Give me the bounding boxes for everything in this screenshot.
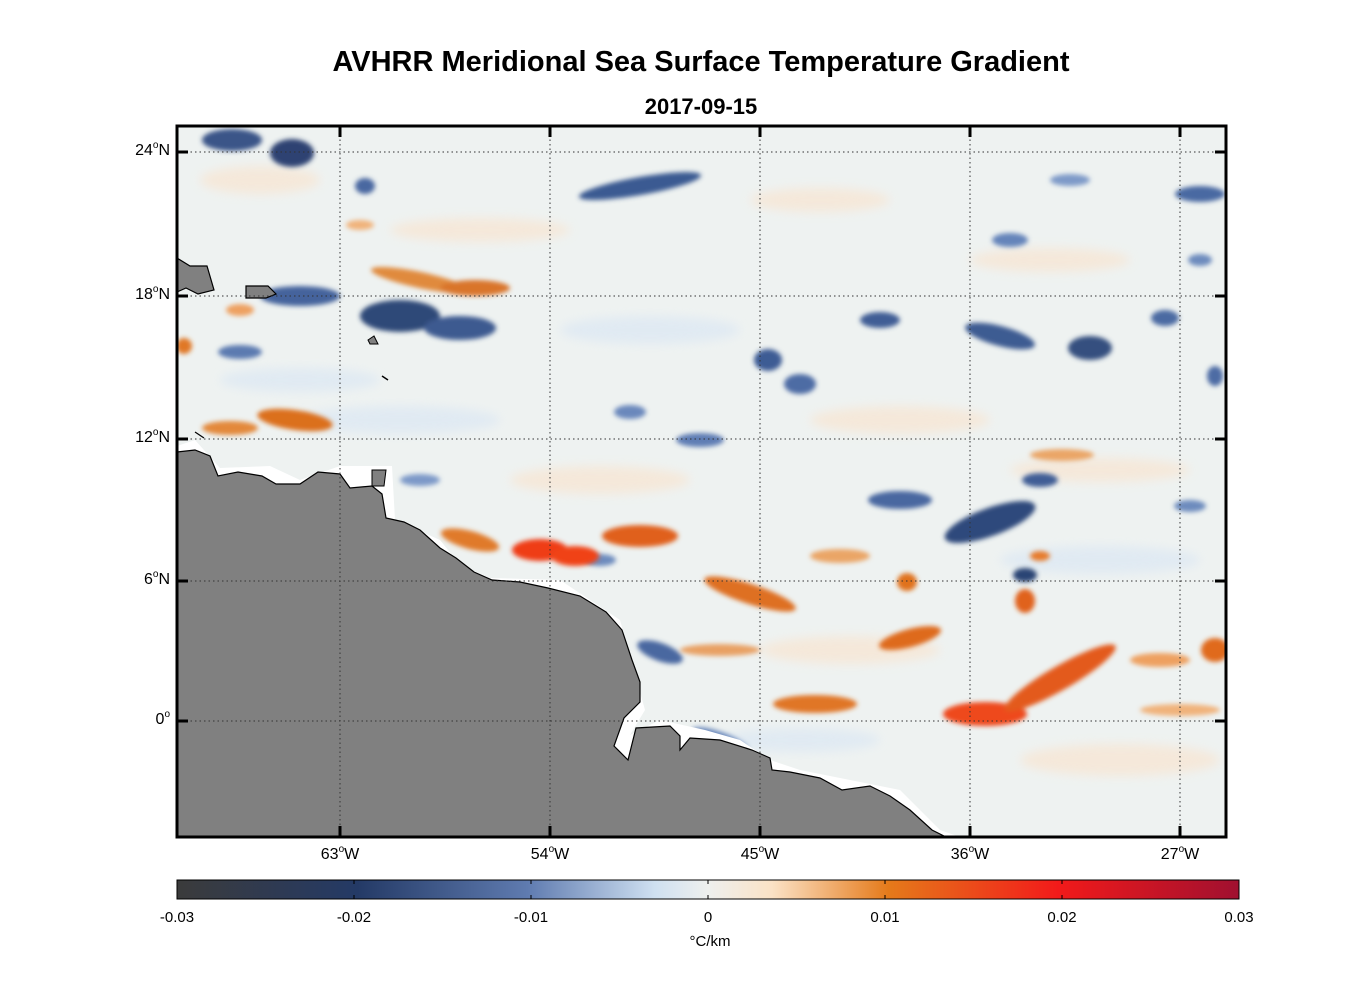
lat-label: 18oN (135, 284, 170, 303)
lat-label: 24oN (135, 140, 170, 159)
map-frame (175, 124, 1228, 839)
colorbar-tick-label: -0.03 (159, 909, 195, 926)
colorbar-tick-label: 0.01 (870, 909, 900, 926)
map-date: 2017-09-15 (644, 94, 758, 119)
lat-label: 6oN (143, 569, 170, 588)
lon-label: 63oW (320, 844, 360, 863)
colorbar-unit-label: °C/km (689, 933, 731, 950)
colorbar-tick-label: 0.03 (1224, 909, 1254, 926)
land-island (367, 335, 379, 345)
lon-label: 54oW (530, 844, 570, 863)
lat-label: 12oN (135, 427, 170, 446)
colorbar-tick-label: 0 (703, 909, 713, 926)
lon-label: 36oW (950, 844, 990, 863)
colorbar-tick-label: -0.01 (513, 909, 549, 926)
lat-label: 0o (155, 709, 170, 728)
colorbar-tick-label: -0.02 (336, 909, 372, 926)
land-island (371, 469, 387, 487)
graticule (177, 126, 1226, 837)
lon-label: 45oW (740, 844, 780, 863)
map-title: AVHRR Meridional Sea Surface Temperature… (332, 46, 1070, 78)
lon-label: 27oW (1160, 844, 1200, 863)
land-south-america (177, 449, 947, 837)
sst-gradient-field (177, 126, 1226, 837)
colorbar-tick-label: 0.02 (1047, 909, 1077, 926)
